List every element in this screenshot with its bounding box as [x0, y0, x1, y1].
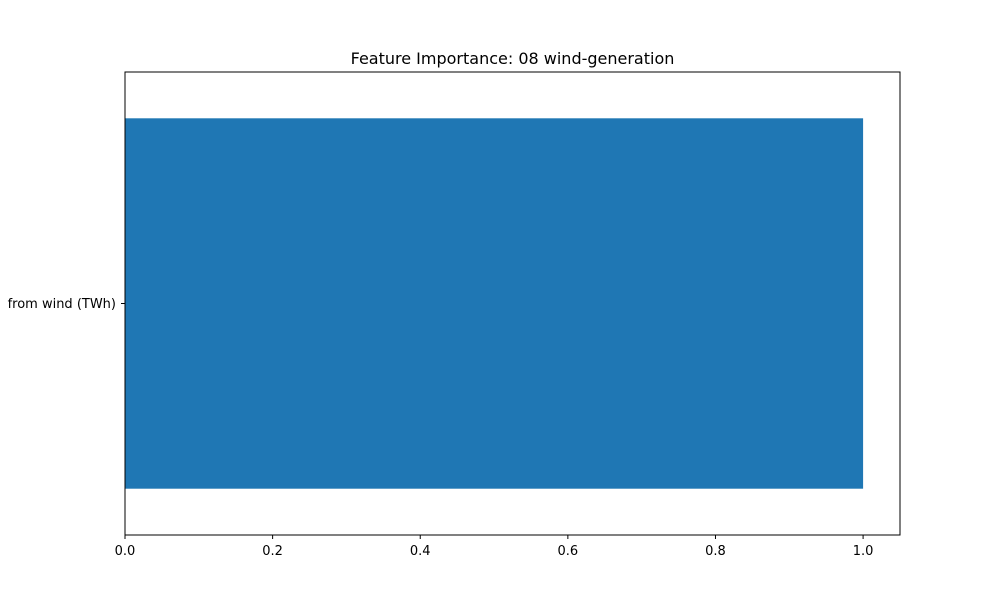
- x-tick-label: 0.8: [705, 544, 726, 559]
- x-axis: 0.0 0.2 0.4 0.6 0.8 1.0: [115, 535, 874, 559]
- x-tick-label: 0.0: [115, 544, 136, 559]
- plot-frame: [124, 71, 901, 536]
- chart-title: Feature Importance: 08 wind-generation: [351, 49, 675, 68]
- x-tick-label: 0.6: [558, 544, 579, 559]
- bar: [125, 118, 864, 489]
- x-tick-label: 0.4: [410, 544, 431, 559]
- y-axis: from wind (TWh): [8, 297, 125, 312]
- x-tick-label: 0.2: [262, 544, 283, 559]
- y-tick-label: from wind (TWh): [8, 297, 116, 312]
- bars-layer: [125, 118, 864, 489]
- x-tick-label: 1.0: [853, 544, 874, 559]
